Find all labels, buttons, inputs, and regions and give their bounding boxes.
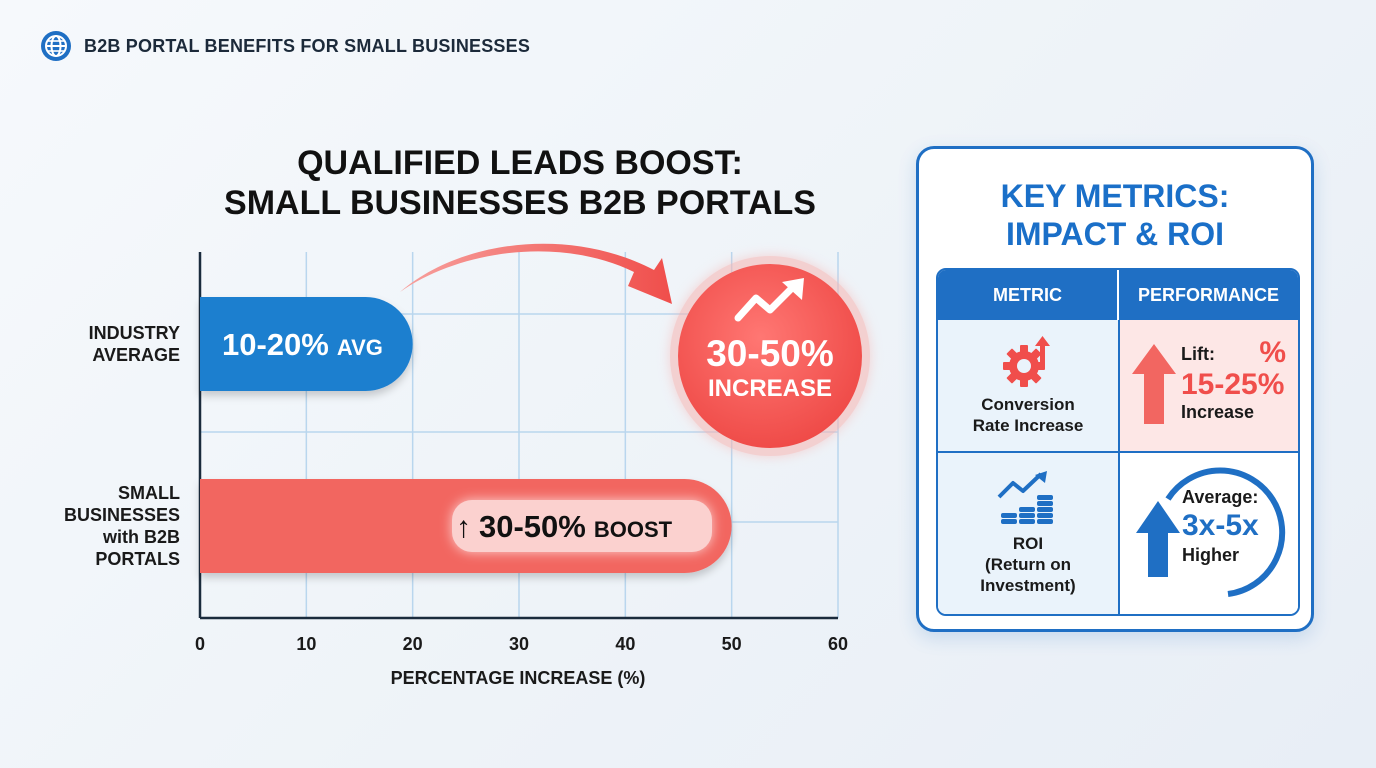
bar-label: 10-20% AVG [222,327,383,362]
bar-label: ↑ 30-50% BOOST [456,509,673,544]
category-label: PORTALS [95,549,180,569]
performance-suffix: Higher [1182,545,1240,565]
table-row: Conversion Rate Increase Lift: % 15-25% … [938,320,1298,453]
category-label: with B2B [102,527,180,547]
page-header: B2B PORTAL BENEFITS FOR SMALL BUSINESSES [40,30,530,62]
x-tick-label: 30 [509,634,529,654]
globe-icon [41,31,71,61]
metric-cell: Conversion Rate Increase [938,320,1118,451]
industry-average-bar [200,297,413,391]
x-tick-label: 50 [722,634,742,654]
column-header-performance: PERFORMANCE [1117,270,1298,320]
header-title: B2B PORTAL BENEFITS FOR SMALL BUSINESSES [84,35,531,56]
increase-circle [678,264,862,448]
metric-label-line: Rate Increase [972,416,1084,435]
table-header: METRIC PERFORMANCE [938,270,1298,320]
gear-arrow-icon [1003,336,1050,387]
metric-label: ROI (Return on Investment) [938,533,1118,596]
category-label: BUSINESSES [64,505,180,525]
x-tick-label: 0 [195,634,205,654]
performance-value: 15-25% [1181,368,1285,401]
performance-value: 3x-5x [1182,509,1259,542]
key-metrics-panel: KEY METRICS: IMPACT & ROI METRIC PERFORM… [916,146,1314,632]
trend-up-icon [734,278,804,322]
bar-label-suffix: AVG [337,335,383,360]
bar-label-value: 10-20% [222,327,329,362]
x-tick-label: 40 [615,634,635,654]
chart-title-line-2: SMALL BUSINESSES B2B PORTALS [224,184,816,222]
metric-label-line: (Return on [985,555,1071,574]
metric-label-line: Investment) [980,576,1076,595]
performance-cell: Average: 3x-5x Higher [1118,453,1298,614]
metrics-table: METRIC PERFORMANCE [936,268,1300,616]
performance-cell: Lift: % 15-25% Increase [1118,320,1298,451]
panel-title: KEY METRICS: IMPACT & ROI [919,177,1311,253]
trend-arrowhead [782,278,804,300]
annotation-sub: INCREASE [708,375,832,402]
annotation-value: 30-50% [706,333,834,374]
category-label: INDUSTRY [89,323,180,343]
performance-suffix: Increase [1181,402,1255,422]
trend-line [734,284,796,322]
chart-title: QUALIFIED LEADS BOOST: SMALL BUSINESSES … [200,143,840,223]
category-label: AVERAGE [92,345,180,365]
x-axis-title: PERCENTAGE INCREASE (%) [391,668,646,688]
x-tick-label: 10 [296,634,316,654]
x-tick-label: 20 [403,634,423,654]
panel-title-line-2: IMPACT & ROI [1005,216,1225,252]
bar-label-suffix: BOOST [594,517,673,542]
metric-label-line: ROI [1012,534,1044,553]
category-label: SMALL [118,483,180,503]
chart-title-line-1: QUALIFIED LEADS BOOST: [297,144,743,182]
bar-label-glow [452,500,712,552]
metric-cell: ROI (Return on Investment) [938,453,1118,614]
bar-label-value: 30-50% [479,509,586,544]
bar-label-arrow: ↑ [456,511,471,544]
column-header-metric: METRIC [993,284,1062,305]
curved-arrow [400,243,672,304]
percent-symbol: % [1259,336,1286,369]
table-row: ROI (Return on Investment) Average: 3x-5… [938,453,1298,614]
metric-label: Conversion Rate Increase [938,394,1118,436]
metric-label-line: Conversion [981,395,1075,414]
growth-circle-icon [1136,467,1286,597]
panel-title-line-1: KEY METRICS: [1000,178,1230,214]
performance-label: Average: [1182,487,1259,507]
coins-growth-icon [997,471,1053,524]
x-tick-label: 60 [828,634,848,654]
up-arrow-icon [1132,344,1176,424]
performance-label: Lift: [1181,344,1215,364]
